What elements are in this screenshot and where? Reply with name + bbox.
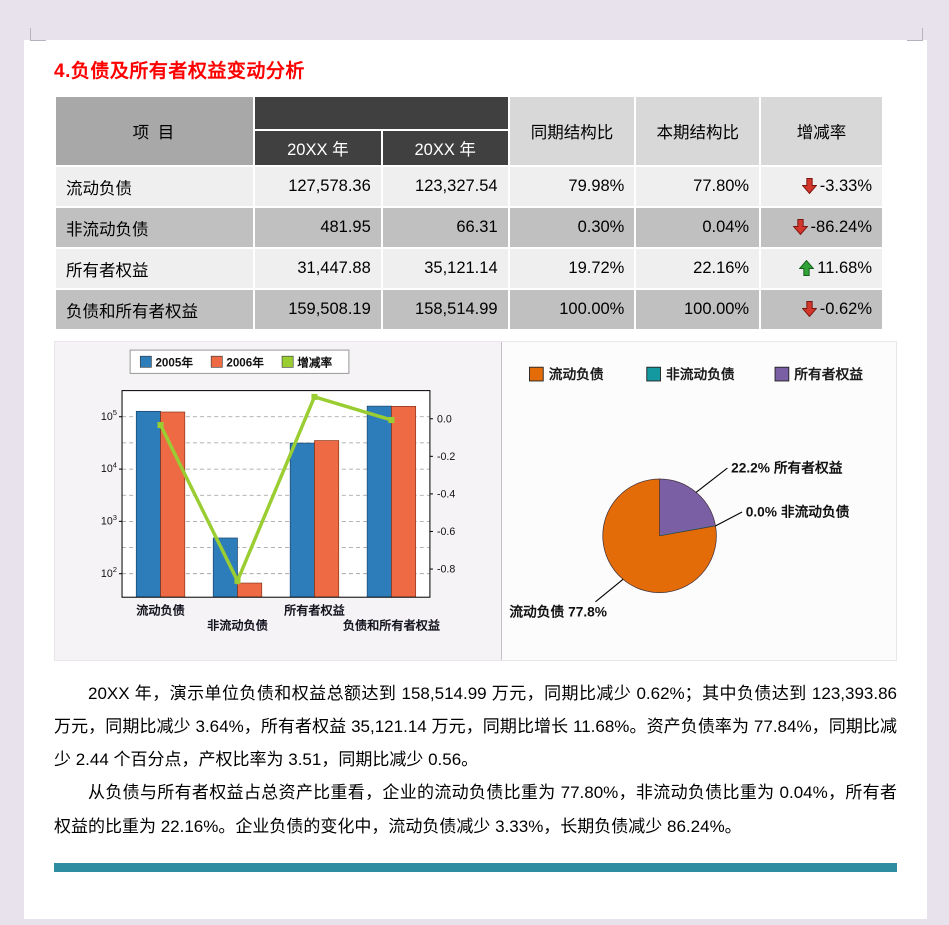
year1-value: 31,447.88 (252, 247, 383, 290)
svg-text:0.0% 非流动负债: 0.0% 非流动负债 (746, 504, 850, 520)
col-header-curr-ratio: 本期结构比 (634, 95, 762, 167)
chart-divider (501, 342, 502, 660)
table-row: 所有者权益 31,447.88 35,121.14 19.72% 22.16% 11.68… (54, 247, 884, 290)
svg-text:102: 102 (101, 565, 117, 580)
table-row: 非流动负债 481.95 66.31 0.30% 0.04% -86.24% (54, 206, 884, 249)
svg-text:非流动负债: 非流动负债 (207, 618, 268, 633)
table-header-row-1: 项 目 同期结构比 本期结构比 增减率 (54, 95, 884, 167)
change-value: -3.33% (759, 165, 884, 208)
curr-ratio-value: 0.04% (634, 206, 762, 249)
analysis-text: 20XX 年，演示单位负债和权益总额达到 158,514.99 万元，同期比减少… (54, 677, 897, 843)
svg-text:-0.2: -0.2 (437, 451, 455, 463)
prev-ratio-value: 79.98% (507, 165, 637, 208)
decrease-arrow-icon (801, 178, 818, 195)
svg-text:-0.6: -0.6 (437, 526, 455, 538)
svg-text:0.0: 0.0 (437, 413, 452, 425)
table-row: 流动负债 127,578.36 123,327.54 79.98% 77.80% -3.3… (54, 165, 884, 208)
table-row: 负债和所有者权益 159,508.19 158,514.99 100.00% 100.0… (54, 288, 884, 331)
row-label: 流动负债 (54, 165, 255, 208)
analysis-paragraph-1: 20XX 年，演示单位负债和权益总额达到 158,514.99 万元，同期比减少… (54, 684, 897, 770)
change-value: -86.24% (759, 206, 884, 249)
table-header-row-2: 20XX 年 20XX 年 (55, 129, 883, 167)
change-value: -0.62% (759, 288, 884, 331)
liability-equity-table: 项 目 同期结构比 本期结构比 增减率 20XX 年 20XX 年 流动负债 12… (54, 95, 884, 331)
decrease-arrow-icon (801, 301, 818, 318)
curr-ratio-value: 22.16% (634, 247, 762, 290)
svg-text:流动负债 77.8%: 流动负债 77.8% (509, 603, 607, 619)
year1-value: 159,508.19 (252, 288, 383, 331)
svg-text:流动负债: 流动负债 (549, 366, 604, 382)
row-label: 所有者权益 (54, 247, 255, 290)
col-header-prev-ratio: 同期结构比 (507, 95, 637, 167)
svg-text:22.2% 所有者权益: 22.2% 所有者权益 (731, 460, 843, 476)
bar-chart-panel: 102 103 104 105 0.0 -0.2 -0.4 -0.6 -0.8 流动负债非流动负债… (55, 342, 501, 660)
svg-text:2006年: 2006年 (226, 355, 264, 369)
year2-value: 66.31 (380, 206, 510, 249)
year2-value: 158,514.99 (380, 288, 510, 331)
col-header-year1: 20XX 年 (252, 129, 383, 167)
svg-text:增减率: 增减率 (297, 355, 332, 369)
decrease-arrow-icon (792, 219, 809, 236)
year2-value: 35,121.14 (380, 247, 510, 290)
col-header-years-band (252, 95, 510, 131)
document-page: 4.负债及所有者权益变动分析 项 目 同期结构比 本期结构比 增减率 20XX … (24, 40, 927, 919)
charts-panel: 102 103 104 105 0.0 -0.2 -0.4 -0.6 -0.8 流动负债 非流动负债… (54, 341, 897, 661)
prev-ratio-value: 100.00% (507, 288, 637, 331)
pie-chart: 流动负债 非流动负债 所有者权益 22.2% 所有者权益 0.0% 非流动负债流动负债 … (509, 366, 863, 619)
analysis-paragraph-2: 从负债与所有者权益占总资产比重看，企业的流动负债比重为 77.80%，非流动负债… (54, 783, 897, 836)
bar-line-combo-chart: 102 103 104 105 0.0 -0.2 -0.4 -0.6 -0.8 流动负债非流动负债… (101, 349, 455, 633)
footer-divider-bar (54, 862, 897, 872)
increase-arrow-icon (798, 259, 815, 276)
curr-ratio-value: 77.80% (634, 165, 762, 208)
svg-text:流动负债: 流动负债 (136, 602, 185, 617)
pie-chart-panel: 流动负债 非流动负债 所有者权益 22.2% 所有者权益 0.0% 非流动负债流动负债 … (502, 342, 896, 660)
curr-ratio-value: 100.00% (634, 288, 762, 331)
prev-ratio-value: 0.30% (507, 206, 637, 249)
col-header-change: 增减率 (759, 95, 884, 167)
page-margin-mark-left (30, 28, 46, 41)
section-title: 4.负债及所有者权益变动分析 (54, 61, 305, 82)
svg-text:所有者权益: 所有者权益 (284, 602, 345, 617)
col-header-year2: 20XX 年 (380, 129, 510, 167)
year1-value: 481.95 (252, 206, 383, 249)
change-value: 11.68% (759, 247, 884, 290)
svg-text:105: 105 (101, 408, 117, 423)
row-label: 负债和所有者权益 (54, 288, 255, 331)
table-body: 流动负债 127,578.36 123,327.54 79.98% 77.80% -3.3… (54, 165, 884, 331)
prev-ratio-value: 19.72% (507, 247, 637, 290)
svg-text:所有者权益: 所有者权益 (794, 366, 863, 382)
svg-text:负债和所有者权益: 负债和所有者权益 (343, 618, 440, 633)
svg-text:2005年: 2005年 (155, 355, 193, 369)
page-margin-mark-right (907, 28, 923, 41)
svg-text:103: 103 (101, 513, 117, 528)
svg-text:104: 104 (101, 461, 117, 476)
row-label: 非流动负债 (54, 206, 255, 249)
year2-value: 123,327.54 (380, 165, 510, 208)
col-header-item: 项 目 (54, 95, 255, 167)
svg-text:-0.8: -0.8 (437, 564, 455, 576)
svg-text:-0.4: -0.4 (437, 488, 455, 500)
year1-value: 127,578.36 (252, 165, 383, 208)
svg-text:非流动负债: 非流动负债 (666, 366, 735, 382)
